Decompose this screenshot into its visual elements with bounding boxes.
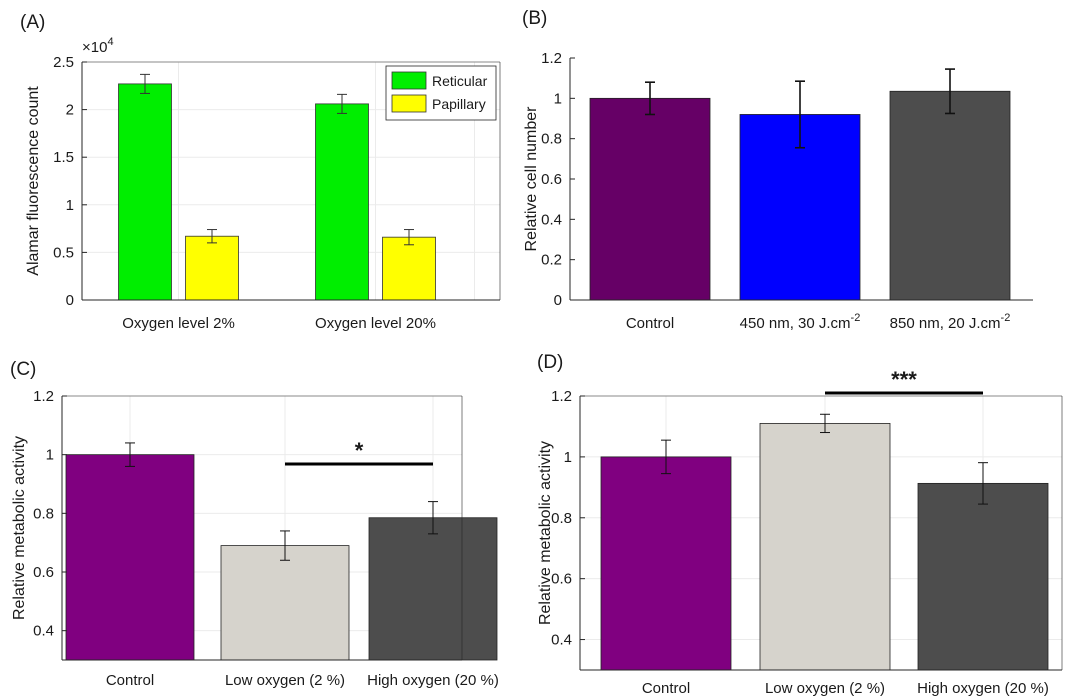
y-tick-label: 1 bbox=[66, 197, 74, 214]
y-tick-label: 0.2 bbox=[541, 252, 562, 269]
legend: Reticular Papillary bbox=[385, 65, 497, 121]
bar bbox=[65, 454, 195, 661]
panel-d: (D) 0.4 0.6 0.8 1 1.2 Control Low oxygen (2 %) H… bbox=[537, 352, 1063, 697]
y-tick-label: 0 bbox=[554, 292, 562, 309]
panel-label: (D) bbox=[537, 352, 563, 373]
x-tick-label: High oxygen (20 %) bbox=[917, 680, 1049, 697]
x-tick-label: Low oxygen (2 %) bbox=[225, 672, 345, 689]
legend-entry: Reticular bbox=[432, 73, 488, 89]
x-tick-label: Control bbox=[642, 680, 690, 697]
panel-a: (A) 0 0.5 1 1.5 2 2.5 Oxygen level 2% Oxygen lev… bbox=[20, 12, 501, 332]
y-tick-label: 0.6 bbox=[551, 571, 572, 588]
bar bbox=[185, 235, 239, 301]
panel-b: (B) 0 0.2 0.4 0.6 0.8 1 1.2 Control 450 nm, 30 J.… bbox=[522, 8, 1033, 332]
bar bbox=[118, 83, 172, 301]
y-axis-label: Relative cell number bbox=[523, 106, 540, 252]
legend-swatch bbox=[391, 71, 427, 90]
y-tick-label: 1.2 bbox=[551, 388, 572, 405]
x-tick-label-superscript: -2 bbox=[1001, 312, 1011, 324]
significance-label: * bbox=[355, 438, 364, 463]
x-tick-label-superscript: -2 bbox=[851, 312, 861, 324]
panel-label: (C) bbox=[10, 359, 36, 380]
y-tick-label: 2.5 bbox=[53, 54, 74, 71]
y-tick-label: 2 bbox=[66, 102, 74, 119]
bar bbox=[917, 482, 1049, 671]
x-tick-label: Low oxygen (2 %) bbox=[765, 680, 885, 697]
y-axis-label: Alamar fluorescence count bbox=[25, 86, 42, 276]
x-tick-label: Oxygen level 2% bbox=[122, 315, 235, 332]
y-tick-label: 0.4 bbox=[541, 211, 562, 228]
legend-entry: Papillary bbox=[432, 96, 486, 112]
bar bbox=[315, 103, 369, 301]
x-tick-label: Control bbox=[626, 315, 674, 332]
panel-c: (C) 0.4 0.6 0.8 1 1.2 Control Low oxygen (2 %) H… bbox=[10, 359, 499, 689]
y-tick-label: 1 bbox=[554, 90, 562, 107]
y-tick-label: 0.8 bbox=[541, 131, 562, 148]
y-scale-base: ×10 bbox=[82, 39, 107, 56]
y-scale-exponent: 4 bbox=[107, 36, 113, 48]
y-axis-label: Relative metabolic activity bbox=[11, 436, 28, 620]
bar bbox=[759, 422, 891, 671]
y-tick-label: 0.8 bbox=[551, 510, 572, 527]
y-tick-label: 0.8 bbox=[33, 505, 54, 522]
y-axis-label: Relative metabolic activity bbox=[537, 441, 554, 625]
y-tick-label: 0 bbox=[66, 292, 74, 309]
bar bbox=[220, 545, 350, 661]
x-tick-label: High oxygen (20 %) bbox=[367, 672, 499, 689]
bar bbox=[382, 236, 436, 301]
bar bbox=[889, 90, 1011, 301]
panel-label: (B) bbox=[522, 8, 547, 29]
y-tick-label: 1.5 bbox=[53, 149, 74, 166]
y-scale-factor: ×104 bbox=[82, 36, 114, 56]
x-tick-label: 850 nm, 20 J.cm-2 bbox=[890, 312, 1011, 332]
bar bbox=[368, 517, 498, 661]
legend-swatch bbox=[391, 94, 427, 113]
y-tick-label: 1 bbox=[564, 449, 572, 466]
panel-label: (A) bbox=[20, 12, 45, 33]
y-tick-label: 0.4 bbox=[551, 632, 572, 649]
x-tick-label: 450 nm, 30 J.cm-2 bbox=[740, 312, 861, 332]
x-tick-label: Oxygen level 20% bbox=[315, 315, 436, 332]
y-tick-label: 0.5 bbox=[53, 244, 74, 261]
y-tick-label: 0.6 bbox=[541, 171, 562, 188]
x-tick-label: Control bbox=[106, 672, 154, 689]
y-tick-label: 1 bbox=[46, 447, 54, 464]
x-tick-label-main: 850 nm, 20 J.cm bbox=[890, 315, 1001, 332]
y-tick-label: 0.4 bbox=[33, 623, 54, 640]
bar bbox=[589, 97, 711, 301]
y-tick-label: 1.2 bbox=[33, 388, 54, 405]
y-tick-label: 0.6 bbox=[33, 564, 54, 581]
y-tick-label: 1.2 bbox=[541, 50, 562, 67]
bar bbox=[600, 456, 732, 671]
significance-label: *** bbox=[891, 367, 917, 392]
x-tick-label-main: 450 nm, 30 J.cm bbox=[740, 315, 851, 332]
